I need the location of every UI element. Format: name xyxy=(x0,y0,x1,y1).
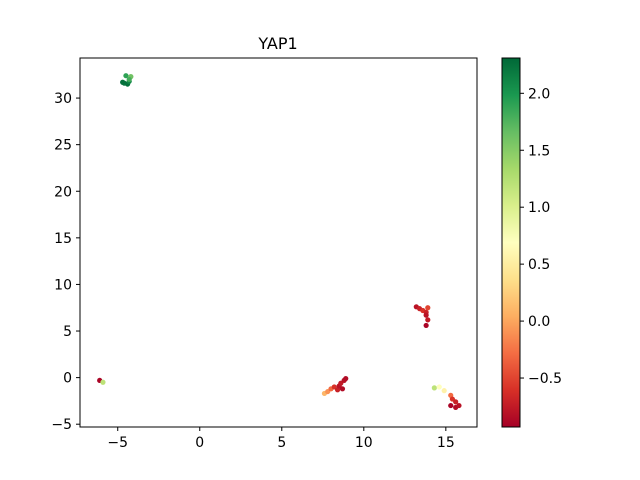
y-tick-label: 0 xyxy=(63,371,72,387)
colorbar-tick-label: −0.5 xyxy=(528,371,562,387)
plot-area xyxy=(97,73,462,411)
colorbar xyxy=(501,57,521,428)
y-tick-label: 15 xyxy=(54,231,72,247)
colorbar-tick-label: 0.5 xyxy=(528,257,550,273)
data-point xyxy=(100,379,106,385)
colorbar-tick-label: 0.0 xyxy=(528,314,550,330)
y-tick-label: 25 xyxy=(54,138,72,154)
x-tick-label: 15 xyxy=(437,435,455,451)
data-point xyxy=(431,385,437,391)
y-tick-label: −5 xyxy=(51,417,72,433)
data-point xyxy=(343,375,349,382)
data-point xyxy=(441,388,447,394)
data-point xyxy=(120,79,126,85)
data-point xyxy=(126,76,132,83)
data-point xyxy=(123,73,129,79)
colorbar-tick-label: 1.0 xyxy=(528,200,550,216)
data-point xyxy=(425,305,431,311)
data-point xyxy=(423,312,429,318)
x-axis: −5 0 5 10 15 xyxy=(107,427,455,451)
colorbar-tick-label: 2.0 xyxy=(528,86,550,102)
x-tick-label: 10 xyxy=(355,435,373,451)
data-point xyxy=(423,322,429,329)
y-tick-label: 10 xyxy=(54,277,72,293)
data-point xyxy=(456,402,462,409)
axes-frame xyxy=(79,57,478,428)
data-point xyxy=(448,402,454,409)
y-tick-label: 20 xyxy=(54,184,72,200)
chart-title: YAP1 xyxy=(257,34,297,53)
colorbar-axis: −0.5 0.0 0.5 1.0 1.5 2.0 xyxy=(520,86,562,387)
x-tick-label: −5 xyxy=(107,435,128,451)
y-tick-label: 5 xyxy=(63,324,72,340)
data-point xyxy=(339,386,346,392)
y-tick-label: 30 xyxy=(54,91,72,107)
data-point xyxy=(453,399,459,405)
data-point xyxy=(436,384,442,390)
colorbar-tick-label: 1.5 xyxy=(528,143,550,159)
y-axis: −5 0 5 10 15 20 25 30 xyxy=(51,91,80,433)
data-point xyxy=(425,317,431,323)
x-tick-label: 0 xyxy=(195,435,204,451)
x-tick-label: 5 xyxy=(277,435,286,451)
